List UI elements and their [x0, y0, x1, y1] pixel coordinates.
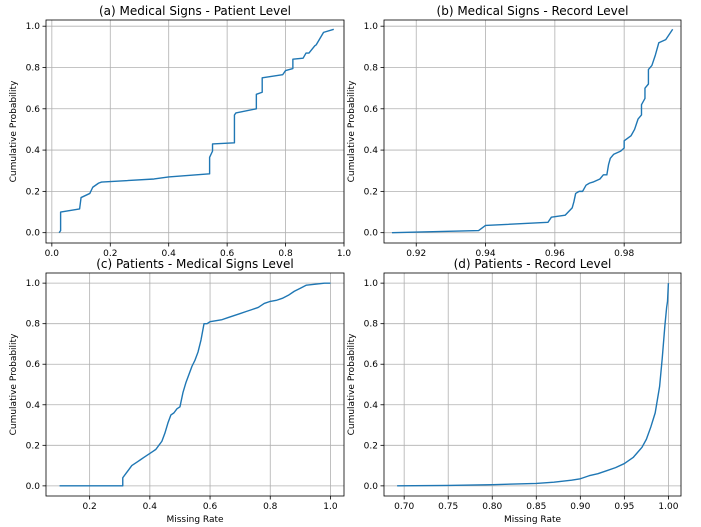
x-tick-label: 0.92: [406, 249, 426, 259]
x-tick-label: 0.6: [203, 502, 218, 512]
y-tick-label: 0.4: [364, 146, 379, 156]
y-tick-label: 0.2: [364, 187, 378, 197]
chart-title: (b) Medical Signs - Record Level: [437, 4, 629, 18]
y-tick-label: 0.8: [364, 320, 379, 330]
x-tick-label: 0.4: [162, 249, 177, 259]
y-tick-label: 0.2: [26, 187, 40, 197]
y-tick-label: 0.6: [364, 105, 379, 115]
y-tick-label: 0.6: [364, 360, 379, 370]
y-tick-label: 0.8: [364, 63, 379, 73]
series-line: [397, 283, 670, 487]
y-tick-label: 0.4: [364, 401, 379, 411]
y-tick-label: 0.6: [26, 360, 41, 370]
series-line: [59, 282, 331, 487]
subplot-2: 0.92 0.94 0.96 0.98 0.0 0.2 0.4 0.6 0.8 1.0 (b) Me…: [347, 4, 682, 259]
y-axis-label: Cumulative Probability: [347, 80, 357, 182]
x-tick-label: 0.98: [614, 249, 634, 259]
x-axis-label: Missing Rate: [166, 515, 224, 525]
chart-title: (a) Medical Signs - Patient Level: [99, 4, 291, 18]
x-tick-label: 0.85: [526, 502, 546, 512]
axes-frame: [383, 19, 682, 244]
series-line: [58, 28, 334, 234]
y-axis-label: Cumulative Probability: [9, 333, 19, 435]
y-tick-label: 0.4: [26, 401, 41, 411]
x-tick-label: 0.2: [82, 502, 96, 512]
axes-frame: [383, 272, 682, 497]
x-tick-label: 0.0: [45, 249, 60, 259]
subplot-4: 0.70 0.75 0.80 0.85 0.90 0.95 1.00 0.0 0.2 0.4 0.6…: [347, 257, 682, 525]
y-tick-label: 0.0: [364, 482, 379, 492]
y-axis-label: Cumulative Probability: [347, 333, 357, 435]
x-tick-label: 0.80: [482, 502, 502, 512]
subplot-3: 0.2 0.4 0.6 0.8 1.0 0.0 0.2 0.4 0.6 0.8 1.0 (c) Pat…: [9, 257, 345, 525]
y-tick-label: 0.4: [26, 146, 41, 156]
y-tick-label: 0.8: [26, 320, 41, 330]
y-tick-label: 0.2: [26, 441, 40, 451]
x-tick-label: 0.70: [394, 502, 414, 512]
axes-frame: [45, 272, 345, 497]
x-tick-label: 0.95: [614, 502, 634, 512]
x-tick-label: 0.4: [143, 502, 158, 512]
y-tick-label: 0.0: [26, 229, 41, 239]
x-tick-label: 1.00: [658, 502, 678, 512]
x-tick-label: 0.8: [263, 502, 278, 512]
y-tick-label: 1.0: [364, 279, 379, 289]
subplot-1: 0.0 0.2 0.4 0.6 0.8 1.0 0.0 0.2 0.4 0.6 0.8 1.0 (a) …: [9, 4, 351, 259]
y-axis-label: Cumulative Probability: [9, 80, 19, 182]
x-tick-label: 1.0: [323, 502, 338, 512]
y-tick-label: 0.0: [364, 229, 379, 239]
x-tick-label: 0.75: [438, 502, 458, 512]
y-tick-label: 1.0: [26, 22, 41, 32]
x-tick-label: 0.8: [278, 249, 293, 259]
x-tick-label: 0.96: [545, 249, 565, 259]
series-line: [391, 28, 674, 234]
axes-frame: [45, 19, 345, 244]
chart-title: (c) Patients - Medical Signs Level: [96, 257, 293, 271]
x-tick-label: 0.94: [476, 249, 496, 259]
y-tick-label: 0.2: [364, 441, 378, 451]
x-tick-label: 1.0: [337, 249, 352, 259]
y-tick-label: 1.0: [364, 22, 379, 32]
chart-title: (d) Patients - Record Level: [454, 257, 612, 271]
y-tick-label: 0.6: [26, 105, 41, 115]
x-tick-label: 0.90: [570, 502, 590, 512]
y-tick-label: 0.8: [26, 63, 41, 73]
x-tick-label: 0.2: [103, 249, 117, 259]
y-tick-label: 1.0: [26, 279, 41, 289]
x-axis-label: Missing Rate: [504, 515, 562, 525]
x-tick-label: 0.6: [220, 249, 235, 259]
y-tick-label: 0.0: [26, 482, 41, 492]
